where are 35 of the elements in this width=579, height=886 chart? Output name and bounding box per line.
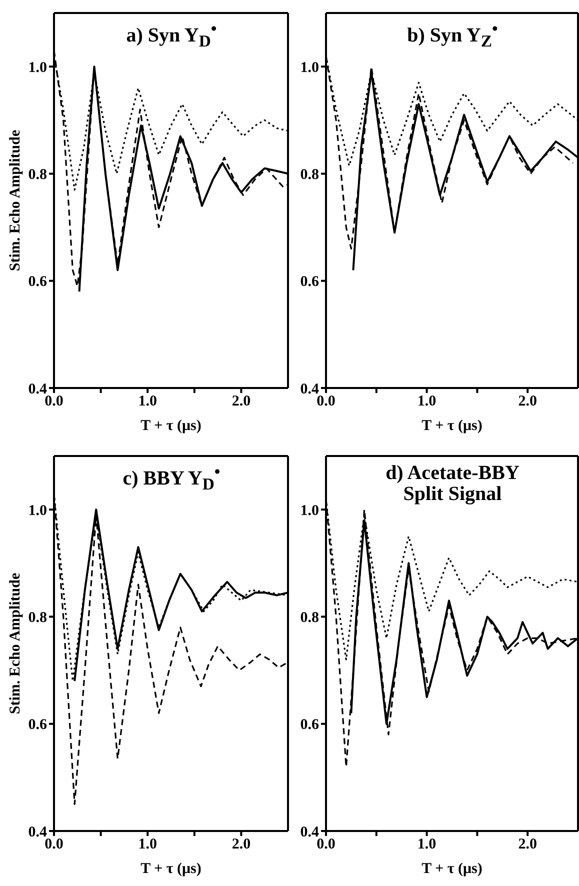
y-tick-label: 0.6 (300, 274, 320, 290)
x-tick-label: 2.0 (232, 836, 251, 853)
y-tick-label: 0.8 (300, 610, 319, 626)
x-tick-label: 2.0 (518, 394, 537, 410)
x-axis-title: T + τ (μs) (422, 861, 482, 877)
x-axis-title: T + τ (μs) (422, 418, 482, 434)
y-tick-label: 1.0 (300, 502, 319, 519)
text: d) Acetate-BBY Split Signal (384, 462, 520, 505)
y-tick-label: 0.4 (28, 824, 48, 840)
x-tick-label: 0.0 (44, 394, 64, 410)
y-axis-title: Stim. Echo Amplitude (7, 130, 24, 272)
x-tick-label: 0.0 (44, 836, 64, 853)
x-tick-label: 1.0 (138, 836, 157, 853)
x-tick-label: 0.0 (316, 394, 336, 410)
x-axis-title: T + τ (μs) (140, 861, 202, 877)
x-tick-label: 2.0 (232, 394, 251, 410)
x-tick-label: 1.0 (417, 394, 436, 410)
x-tick-label: 0.0 (316, 836, 336, 853)
y-tick-label: 1.0 (300, 60, 319, 76)
y-tick-label: 0.8 (300, 167, 319, 184)
y-tick-label: 0.4 (300, 381, 320, 398)
x-tick-label: 1.0 (417, 836, 436, 853)
y-tick-label: 1.0 (28, 60, 47, 76)
x-tick-label: 1.0 (138, 394, 157, 410)
y-tick-label: 0.6 (28, 717, 48, 734)
y-tick-label: 0.8 (28, 167, 47, 184)
y-axis-title: Stim. Echo Amplitude (7, 572, 24, 714)
y-tick-label: 0.8 (28, 610, 47, 626)
y-tick-label: 0.6 (300, 717, 320, 734)
x-tick-label: 2.0 (518, 836, 537, 853)
y-tick-label: 0.6 (28, 274, 48, 290)
y-tick-label: 0.4 (28, 381, 48, 398)
y-tick-label: 1.0 (28, 502, 47, 519)
x-axis-title: T + τ (μs) (140, 418, 202, 434)
y-tick-label: 0.4 (300, 824, 320, 840)
